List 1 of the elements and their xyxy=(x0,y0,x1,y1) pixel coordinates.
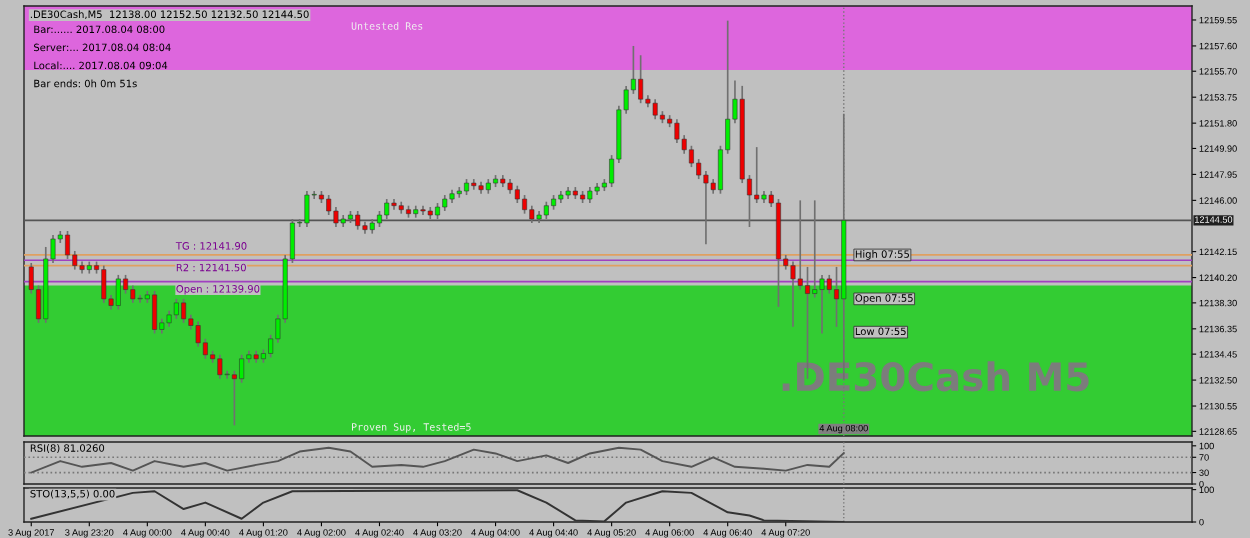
annotation: .DE30Cash M5 xyxy=(782,361,1089,392)
